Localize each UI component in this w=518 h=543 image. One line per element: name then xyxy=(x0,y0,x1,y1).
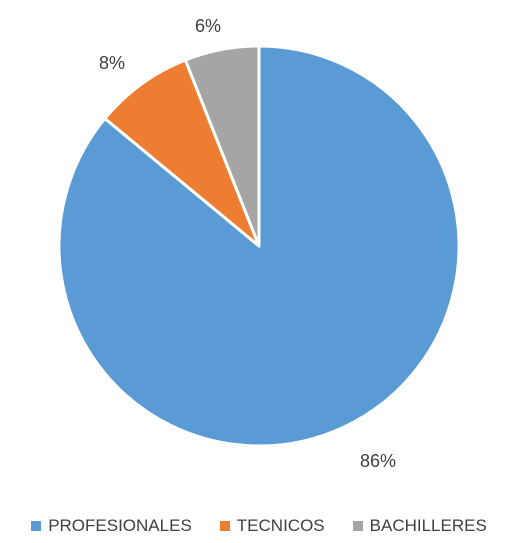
legend-item-tecnicos: TECNICOS xyxy=(219,516,325,536)
legend-label-profesionales: PROFESIONALES xyxy=(48,516,192,535)
pie-slice-tecnicos xyxy=(103,58,261,248)
legend-label-tecnicos: TECNICOS xyxy=(236,516,325,535)
legend-label-bachilleres: BACHILLERES xyxy=(369,516,487,535)
pie-data-labels: 86% 8% 6% xyxy=(99,16,396,471)
data-label-bachilleres: 6% xyxy=(195,16,221,36)
legend-item-bachilleres: BACHILLERES xyxy=(352,516,487,536)
legend-item-profesionales: PROFESIONALES xyxy=(31,516,192,536)
data-label-profesionales: 86% xyxy=(360,451,396,471)
legend-swatch-profesionales xyxy=(31,521,42,531)
chart-legend: PROFESIONALES TECNICOS BACHILLERES xyxy=(0,516,518,536)
pie-slice-bachilleres xyxy=(183,44,261,248)
data-label-tecnicos: 8% xyxy=(99,53,125,73)
pie-slices xyxy=(57,44,461,448)
legend-swatch-tecnicos xyxy=(219,521,230,531)
legend-swatch-bachilleres xyxy=(352,521,363,531)
